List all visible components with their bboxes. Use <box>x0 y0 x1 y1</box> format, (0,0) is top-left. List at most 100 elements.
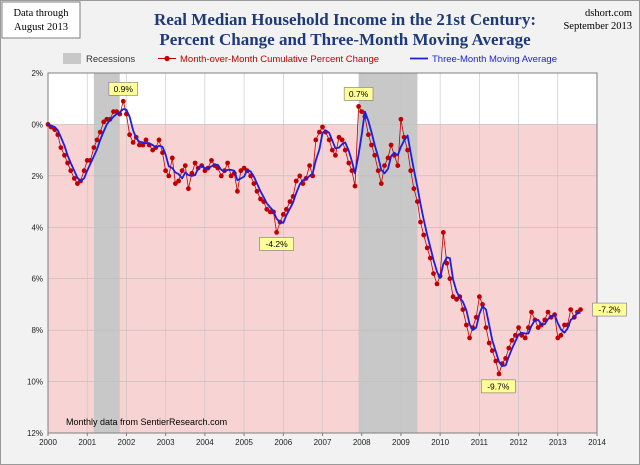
callout-box <box>108 81 138 96</box>
chart-title-line2: Percent Change and Three-Month Moving Av… <box>159 30 531 49</box>
monthly-point <box>313 137 319 143</box>
callout-box <box>592 302 627 317</box>
legend-recessions-label: Recessions <box>86 54 135 65</box>
monthly-point <box>228 173 234 179</box>
monthly-point <box>235 188 240 194</box>
monthly-point <box>493 358 499 364</box>
axis-layer: 2% 0% 2% 4% 6% 8% 10% 12%2000 2001 2002 2003 2004 20… <box>27 69 606 447</box>
recession-band <box>93 73 120 433</box>
data-note-line1: Data through <box>13 8 69 19</box>
monthly-point <box>405 147 410 153</box>
monthly-point <box>346 160 352 166</box>
monthly-point <box>450 294 456 300</box>
source-line1: dshort.com <box>585 8 632 19</box>
y-tick-label: 10% <box>27 378 43 387</box>
monthly-point <box>509 338 515 343</box>
y-tick-label: 4% <box>31 223 43 232</box>
monthly-point <box>395 163 401 169</box>
monthly-point <box>186 186 191 192</box>
monthly-point <box>179 168 185 174</box>
monthly-point <box>447 276 453 282</box>
monthly-point <box>280 212 286 217</box>
monthly-point <box>293 178 299 184</box>
monthly-point <box>127 132 132 138</box>
callout-label: 0.7% <box>349 89 369 99</box>
callout-label: 0.9% <box>114 84 134 94</box>
monthly-point <box>477 294 482 300</box>
monthly-point <box>225 160 231 166</box>
monthly-point <box>169 155 175 161</box>
x-tick-label: 2013 <box>549 438 567 447</box>
callouts-layer: 0.9% 0.7% -4.2% -9.7% -7.2% <box>108 81 627 394</box>
monthly-point <box>182 163 188 169</box>
legend-recession-swatch <box>63 53 81 64</box>
callout-label: -9.7% <box>487 381 510 391</box>
monthly-point <box>156 137 162 143</box>
monthly-point <box>418 219 423 225</box>
monthly-point <box>359 109 365 114</box>
monthly-point <box>408 168 414 174</box>
monthly-point <box>192 160 198 166</box>
monthly-point <box>209 158 214 163</box>
monthly-point <box>467 335 472 341</box>
monthly-point <box>427 255 433 261</box>
monthly-point <box>143 137 149 143</box>
monthly-point <box>258 196 263 202</box>
monthly-point <box>464 322 469 328</box>
y-tick-label: 8% <box>31 326 43 335</box>
callout-box <box>343 87 374 101</box>
monthly-point <box>326 137 332 143</box>
monthly-point <box>454 296 459 302</box>
monthly-point <box>65 160 70 166</box>
series-layer <box>45 98 583 377</box>
moving-avg-series-line <box>47 108 581 368</box>
legend-monthly-marker <box>164 55 170 62</box>
x-tick-label: 2005 <box>235 438 253 447</box>
legend-moving-avg-label: Three-Month Moving Average <box>432 54 557 65</box>
monthly-point <box>516 325 521 330</box>
monthly-point <box>317 129 322 135</box>
monthly-point <box>375 168 381 174</box>
monthly-point <box>483 325 489 330</box>
monthly-point <box>444 260 450 266</box>
recession-band <box>358 73 418 433</box>
monthly-point <box>130 140 136 145</box>
callout-box <box>480 379 516 394</box>
monthly-point <box>297 173 303 179</box>
x-tick-label: 2001 <box>78 438 96 447</box>
monthly-point <box>173 181 178 187</box>
monthly-point <box>385 155 391 161</box>
monthly-point <box>137 142 142 148</box>
monthly-point <box>513 332 518 338</box>
x-tick-label: 2014 <box>588 438 606 447</box>
x-tick-label: 2010 <box>431 438 449 447</box>
x-tick-label: 2009 <box>392 438 410 447</box>
monthly-point <box>522 335 528 341</box>
monthly-point <box>382 163 387 169</box>
monthly-point <box>320 124 325 130</box>
monthly-point <box>91 145 97 151</box>
x-tick-label: 2002 <box>118 438 136 447</box>
monthly-point <box>489 348 495 354</box>
x-tick-label: 2011 <box>471 438 489 447</box>
monthly-point <box>189 170 195 176</box>
monthly-point <box>140 142 146 148</box>
data-note-box <box>1 1 81 39</box>
monthly-point <box>166 173 172 179</box>
monthly-point <box>545 309 551 315</box>
monthly-point <box>421 232 427 238</box>
footnote: Monthly data from SentierResearch.com <box>66 417 227 427</box>
monthly-point <box>284 206 289 212</box>
y-tick-label: 2% <box>31 69 43 78</box>
monthly-point <box>480 302 485 307</box>
monthly-point <box>369 142 374 148</box>
monthly-point <box>251 181 257 187</box>
source-line2: September 2013 <box>563 21 632 32</box>
x-tick-label: 2000 <box>39 438 57 447</box>
monthly-point <box>473 314 479 320</box>
monthly-point <box>97 129 103 135</box>
monthly-point <box>460 307 466 312</box>
chart-title-line1: Real Median Household Income in the 21st… <box>154 10 536 29</box>
monthly-point <box>558 332 564 338</box>
